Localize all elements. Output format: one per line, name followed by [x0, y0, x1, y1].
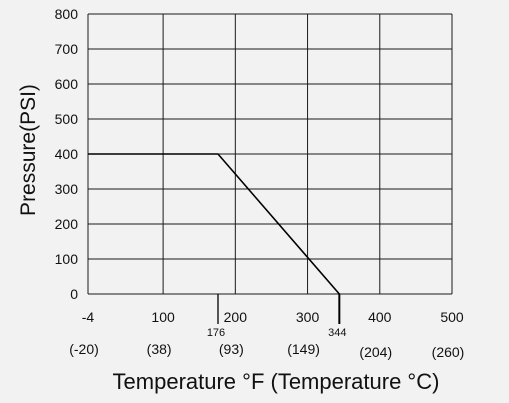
y-tick-label: 800: [55, 6, 79, 22]
pressure-series-line: [88, 153, 340, 295]
y-tick-label: 500: [55, 111, 79, 127]
x-tick-celsius-label: (204): [359, 344, 392, 360]
x-tick-label: 300: [296, 309, 320, 325]
series: [88, 153, 340, 295]
annotation-label: 176: [207, 327, 225, 339]
annotations: 176 344: [207, 294, 347, 339]
y-tick-label: 400: [55, 146, 79, 162]
x-tick-label: 400: [368, 309, 392, 325]
annotation-label: 344: [328, 327, 346, 339]
x-tick-labels: -4 (-20) 100 (38) 200 (93) 300 (149) 400 (204) 500…: [69, 309, 464, 360]
grid: [87, 13, 453, 295]
x-tick-celsius-label: (-20): [69, 341, 99, 357]
x-tick-celsius-label: (93): [219, 341, 244, 357]
x-tick-label: 100: [151, 309, 175, 325]
y-axis-title: Pressure(PSI): [17, 84, 40, 216]
x-tick-celsius-label: (38): [147, 341, 172, 357]
y-tick-label: 300: [55, 181, 79, 197]
x-tick-label: 200: [224, 309, 248, 325]
y-tick-label: 0: [70, 286, 78, 302]
x-tick-label: -4: [82, 309, 95, 325]
y-tick-label: 600: [55, 76, 79, 92]
x-axis-title: Temperature °F (Temperature °C): [113, 369, 440, 394]
x-tick-label: 500: [440, 309, 464, 325]
y-tick-labels: 0 100 200 300 400 500 600 700 800: [55, 6, 79, 302]
y-tick-label: 700: [55, 41, 79, 57]
x-tick-celsius-label: (260): [432, 344, 465, 360]
y-tick-label: 200: [55, 216, 79, 232]
x-tick-celsius-label: (149): [287, 341, 320, 357]
y-tick-label: 100: [55, 251, 79, 267]
